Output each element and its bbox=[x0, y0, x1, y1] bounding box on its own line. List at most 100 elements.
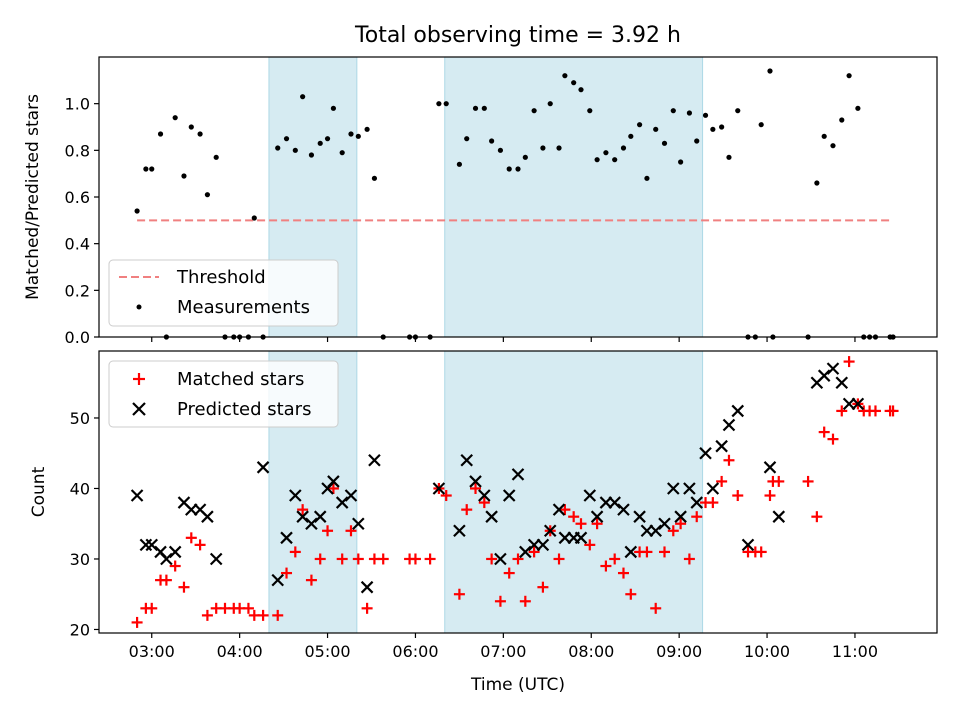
top-panel-x-ticks bbox=[151, 337, 856, 342]
x-tick-label: 04:00 bbox=[217, 642, 263, 661]
predicted-stars-point bbox=[360, 580, 374, 594]
matched-stars-point bbox=[802, 475, 814, 487]
matched-stars-point bbox=[600, 560, 612, 572]
measurement-point bbox=[702, 112, 709, 118]
measurement-point bbox=[562, 73, 568, 79]
measurement-point bbox=[157, 131, 164, 137]
predicted-stars-point bbox=[574, 531, 588, 545]
matched-stars-point bbox=[470, 482, 482, 494]
predicted-stars-point bbox=[130, 489, 144, 502]
measurements-legend-label: Measurements bbox=[177, 297, 310, 318]
top-panel: 0.0 0.2 0.4 0.6 0.8 1.0 Matched/Predicted sta… bbox=[23, 56, 938, 347]
matched-stars-point bbox=[764, 490, 776, 502]
measurement-point bbox=[587, 108, 593, 114]
predicted-stars-point bbox=[683, 482, 696, 495]
matched-stars-point bbox=[683, 553, 695, 565]
measurement-point bbox=[283, 136, 290, 142]
predicted-stars-point bbox=[305, 517, 318, 531]
bottom-panel-frame bbox=[98, 350, 938, 634]
measurement-point bbox=[364, 126, 370, 132]
predicted-stars-point bbox=[649, 524, 662, 538]
measurement-point bbox=[628, 133, 634, 139]
matched-stars-point bbox=[352, 553, 364, 565]
measurement-point bbox=[330, 105, 337, 111]
matched-stars-point bbox=[818, 426, 830, 438]
matched-stars-point bbox=[716, 475, 728, 487]
bottom-panel-y-ticks: 20 30 40 50 bbox=[70, 409, 99, 639]
predicted-stars-point bbox=[722, 418, 736, 432]
predicted-stars-point bbox=[617, 503, 630, 516]
measurement-point bbox=[726, 154, 732, 160]
y-tick-label: 50 bbox=[70, 409, 90, 428]
measurement-point bbox=[489, 138, 495, 144]
measurement-point bbox=[436, 101, 442, 107]
top-panel-y-axis-label: Matched/Predicted stars bbox=[23, 94, 43, 300]
matched-stars-point bbox=[486, 553, 498, 565]
matched-stars-point bbox=[869, 405, 881, 417]
matched-stars-point bbox=[327, 482, 339, 494]
measurement-point bbox=[846, 73, 852, 79]
matched-stars-point bbox=[377, 553, 389, 565]
predicted-stars-point bbox=[715, 439, 728, 453]
predicted-stars-point bbox=[543, 524, 557, 538]
matched-stars-point bbox=[131, 616, 143, 628]
predicted-stars-point bbox=[335, 496, 349, 509]
matched-stars-point bbox=[178, 581, 190, 593]
predicted-stars-point bbox=[352, 517, 365, 531]
matched-stars-point bbox=[424, 553, 436, 565]
threshold-legend-label: Threshold bbox=[176, 267, 266, 288]
measurement-point bbox=[371, 175, 378, 181]
measurement-point bbox=[204, 192, 211, 198]
measurement-point bbox=[556, 145, 562, 151]
matched-stars-legend-swatch bbox=[133, 373, 145, 385]
measurement-point bbox=[830, 143, 836, 149]
predicted-stars-point bbox=[313, 510, 327, 523]
y-tick-label: 0.2 bbox=[65, 281, 90, 300]
x-tick-label: 09:00 bbox=[656, 642, 702, 661]
matched-stars-point bbox=[194, 539, 206, 551]
predicted-stars-legend-label: Predicted stars bbox=[177, 399, 311, 420]
matched-stars-point bbox=[272, 609, 284, 621]
predicted-stars-point bbox=[289, 489, 302, 502]
matched-stars-point bbox=[185, 532, 197, 544]
y-tick-label: 0.6 bbox=[65, 188, 90, 207]
matched-stars-point bbox=[559, 504, 571, 516]
shaded-interval bbox=[444, 350, 704, 634]
matched-stars-point bbox=[242, 602, 254, 614]
matched-stars-point bbox=[617, 567, 629, 579]
predicted-stars-point bbox=[690, 496, 704, 509]
matched-stars-legend-label: Matched stars bbox=[177, 369, 304, 390]
top-panel-shaded-intervals bbox=[268, 56, 704, 338]
predicted-stars-point bbox=[817, 369, 831, 382]
measurement-point bbox=[578, 87, 584, 93]
matched-stars-point bbox=[409, 553, 421, 565]
predicted-stars-point bbox=[201, 510, 214, 523]
matched-stars-point bbox=[707, 497, 719, 509]
predicted-stars-point bbox=[256, 461, 270, 474]
measurement-point bbox=[636, 122, 643, 128]
matched-stars-point bbox=[336, 553, 348, 565]
predicted-stars-point bbox=[296, 510, 309, 523]
predicted-stars-point bbox=[583, 489, 597, 502]
matched-stars-point bbox=[843, 356, 855, 368]
matched-stars-point bbox=[625, 588, 637, 600]
matched-stars-point bbox=[361, 602, 373, 614]
matched-stars-point bbox=[478, 497, 490, 509]
matched-stars-point bbox=[811, 511, 823, 523]
predicted-stars-point bbox=[706, 482, 720, 495]
measurement-point bbox=[275, 145, 281, 151]
predicted-stars-point bbox=[633, 510, 646, 523]
measurement-point bbox=[308, 152, 315, 158]
matched-stars-point bbox=[201, 609, 213, 621]
matched-stars-point bbox=[257, 609, 269, 621]
measurement-point bbox=[694, 138, 700, 144]
x-tick-label: 05:00 bbox=[304, 642, 350, 661]
measurement-point bbox=[547, 101, 553, 107]
matched-stars-point bbox=[297, 504, 309, 516]
matched-stars-point bbox=[575, 518, 587, 530]
measurement-point bbox=[339, 150, 345, 156]
top-panel-y-ticks: 0.0 0.2 0.4 0.6 0.8 1.0 bbox=[65, 95, 99, 347]
matched-stars-point bbox=[887, 405, 899, 417]
